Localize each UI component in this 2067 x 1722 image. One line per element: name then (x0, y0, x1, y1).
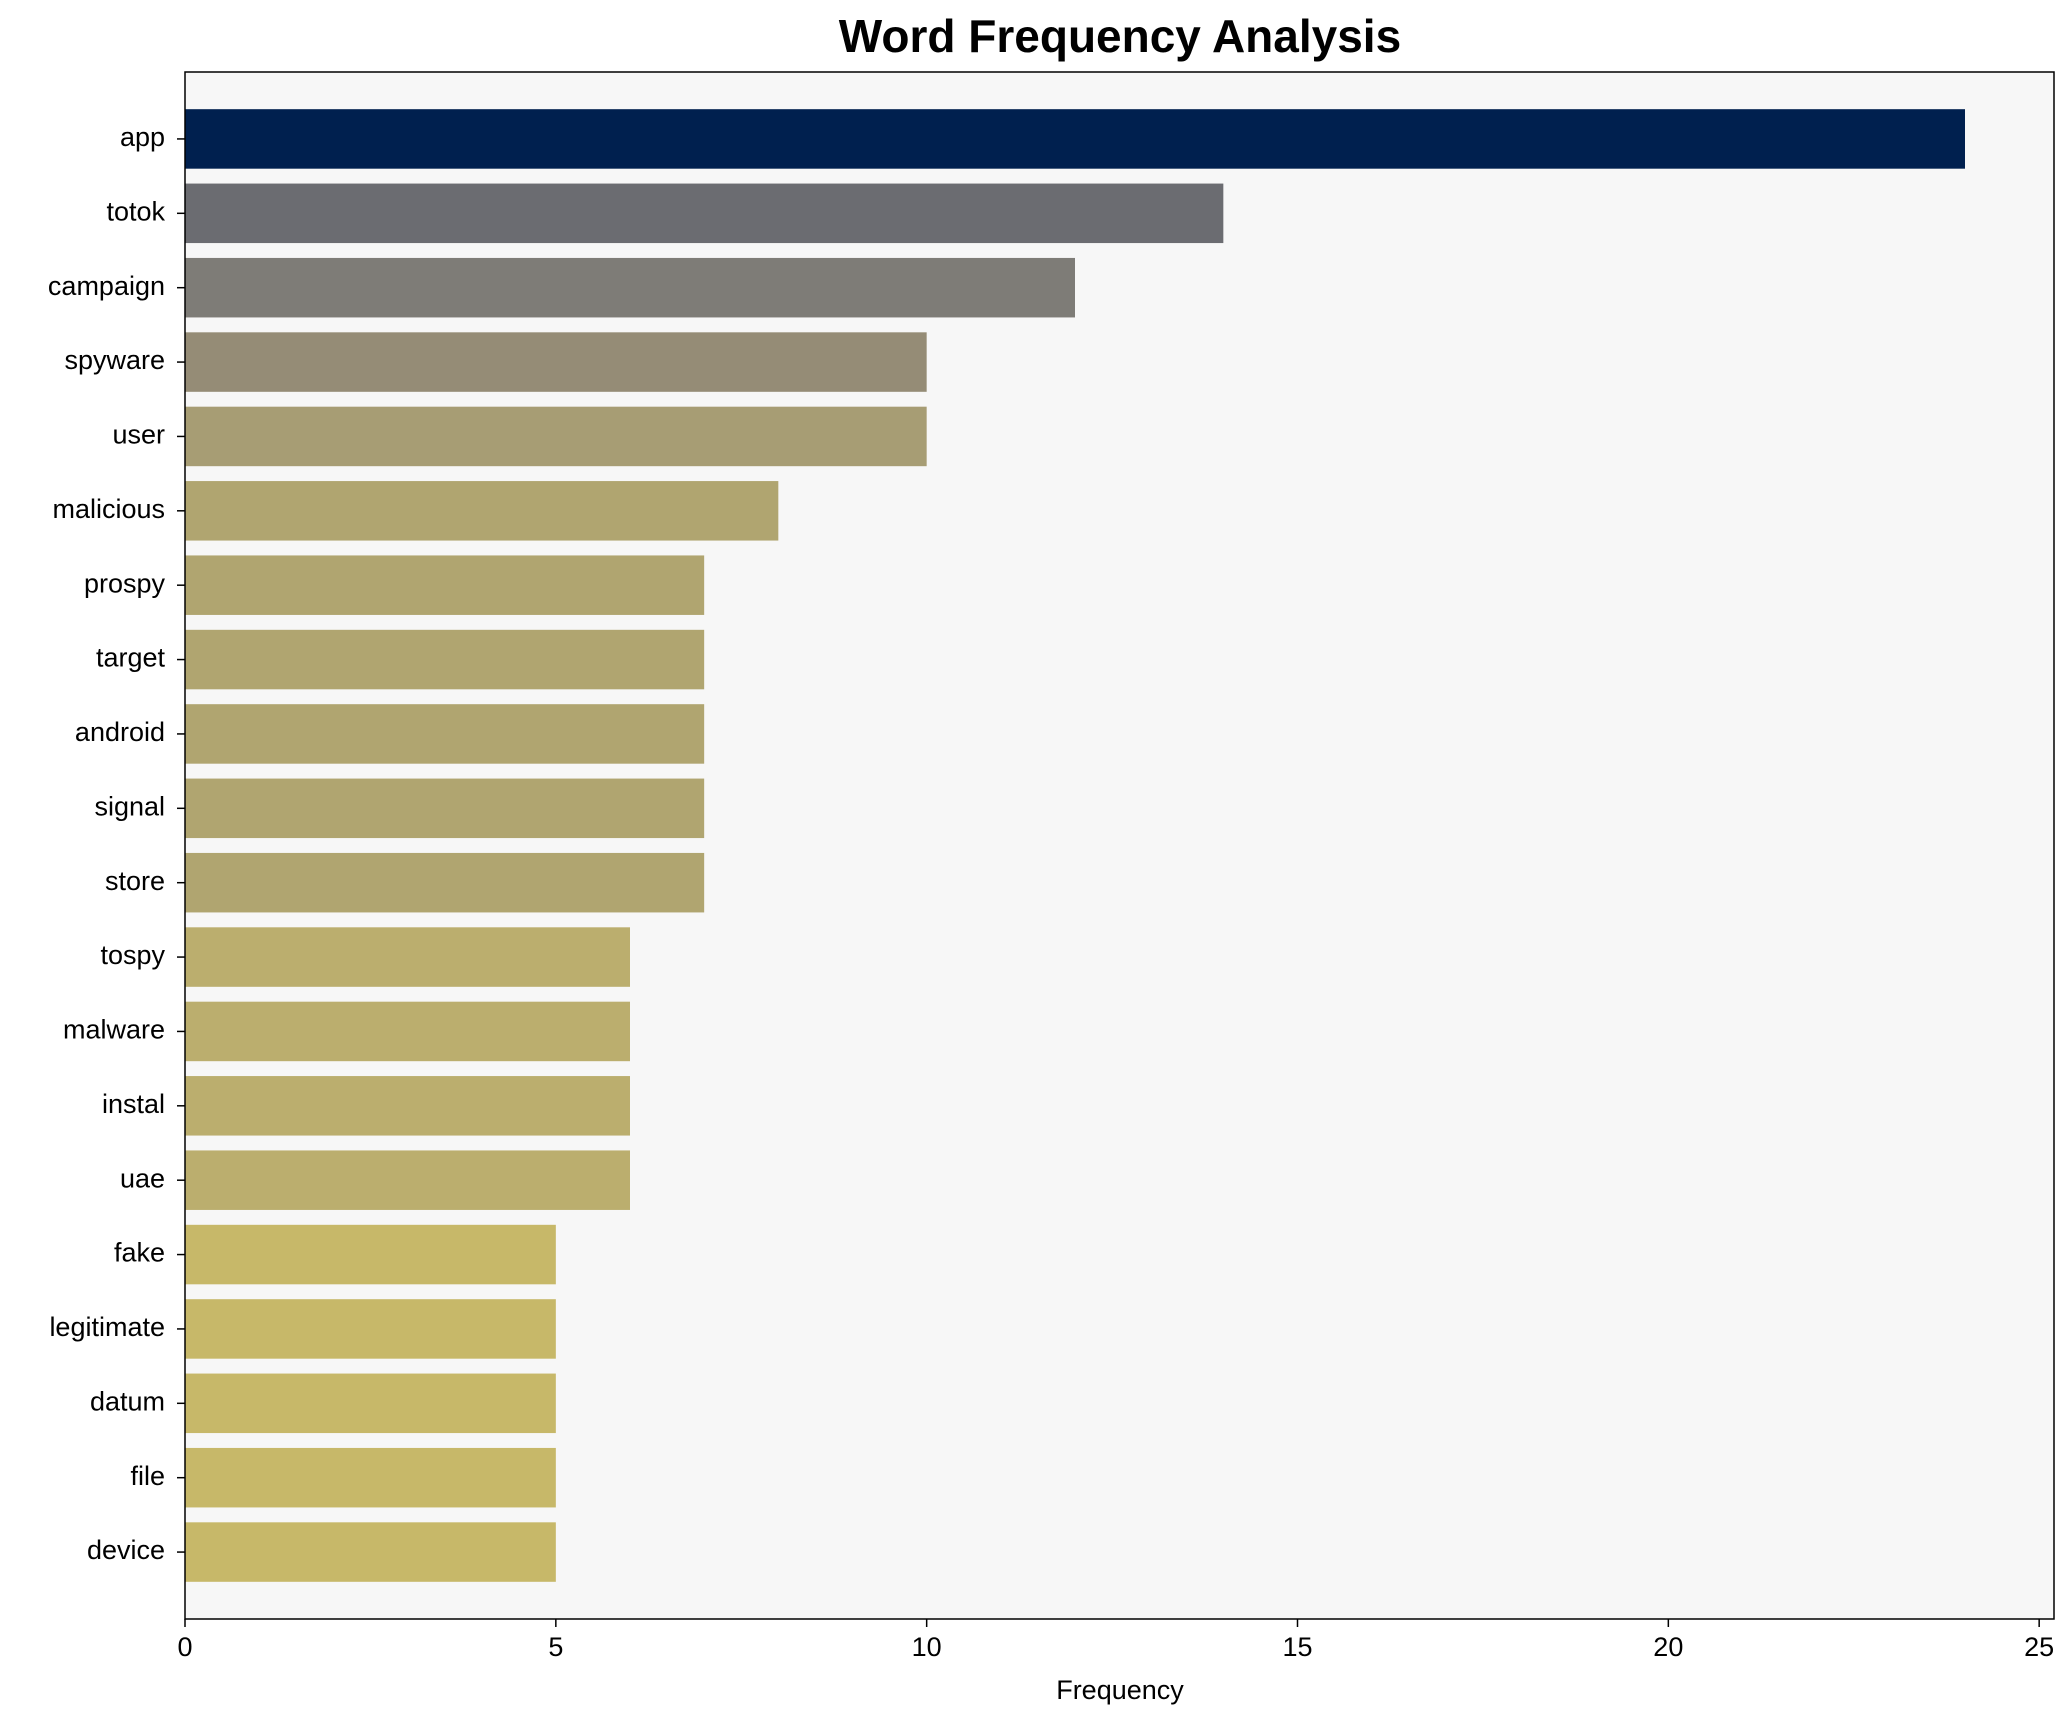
bar (185, 852, 705, 913)
y-tick-label: user (112, 420, 165, 450)
bar (185, 1076, 630, 1136)
y-tick-label: prospy (84, 568, 166, 598)
y-tick-label: app (120, 122, 165, 152)
y-tick-label: spyware (64, 345, 165, 375)
bar (185, 257, 1075, 318)
plot-frame (184, 71, 2055, 1620)
y-tick-label: campaign (48, 271, 165, 301)
bar (185, 704, 705, 764)
bar (185, 1224, 556, 1285)
x-tick-label: 10 (912, 1632, 942, 1662)
y-tick-label: signal (94, 791, 165, 821)
bar (185, 555, 705, 615)
y-tick-label: instal (102, 1089, 165, 1119)
x-tick-label: 20 (1653, 1632, 1683, 1662)
chart-title: Word Frequency Analysis (839, 10, 1401, 62)
y-tick-label: fake (114, 1238, 165, 1268)
x-tick-label: 0 (177, 1632, 192, 1662)
y-tick-label: malicious (52, 494, 165, 524)
bar (185, 1447, 556, 1508)
bar (185, 1001, 630, 1062)
y-tick-label: android (75, 717, 165, 747)
x-axis-label: Frequency (1056, 1675, 1184, 1705)
bar (185, 1299, 556, 1359)
bar (185, 629, 705, 690)
y-tick-label: legitimate (49, 1312, 165, 1342)
y-tick-label: store (105, 866, 165, 896)
bar (185, 332, 927, 392)
bar (185, 1150, 630, 1210)
bar (185, 1373, 556, 1434)
y-tick-label: totok (106, 196, 165, 226)
bar (185, 778, 705, 839)
y-tick-label: file (130, 1461, 165, 1491)
y-tick-label: uae (120, 1163, 165, 1193)
x-tick-label: 5 (548, 1632, 563, 1662)
plot-background (185, 72, 2054, 1619)
y-tick-label: target (96, 643, 166, 673)
y-tick-label: datum (90, 1386, 165, 1416)
bar (185, 927, 630, 987)
bar (185, 481, 779, 541)
y-tick-label: malware (63, 1015, 165, 1045)
bar (185, 406, 927, 467)
x-tick-label: 15 (1282, 1632, 1312, 1662)
x-tick-label: 25 (2024, 1632, 2054, 1662)
bar (185, 109, 1965, 169)
bar (185, 1522, 556, 1582)
y-tick-label: tospy (100, 940, 165, 970)
bar (185, 183, 1224, 244)
y-tick-label: device (87, 1535, 165, 1565)
